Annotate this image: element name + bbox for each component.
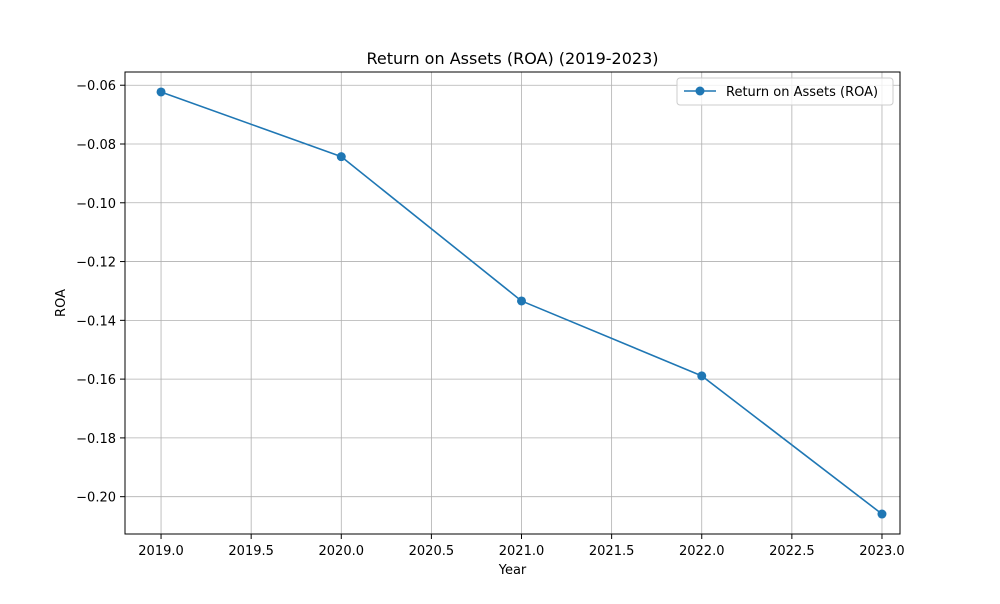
x-tick-label: 2022.5 bbox=[769, 544, 815, 559]
x-tick-label: 2020.0 bbox=[319, 544, 365, 559]
data-point bbox=[336, 152, 346, 162]
x-tick-label: 2022.0 bbox=[679, 544, 725, 559]
y-tick-label: −0.08 bbox=[76, 138, 116, 153]
y-tick-label: −0.18 bbox=[76, 432, 116, 447]
x-tick-label: 2019.0 bbox=[138, 544, 184, 559]
data-point bbox=[156, 87, 166, 97]
y-tick-label: −0.20 bbox=[76, 491, 116, 506]
x-tick-label: 2020.5 bbox=[409, 544, 455, 559]
data-point bbox=[697, 371, 707, 381]
data-point bbox=[877, 509, 887, 519]
chart-title: Return on Assets (ROA) (2019-2023) bbox=[367, 49, 659, 68]
y-tick-label: −0.12 bbox=[76, 256, 116, 271]
plot-frame bbox=[124, 71, 901, 535]
y-tick-label: −0.06 bbox=[76, 79, 116, 94]
legend: Return on Assets (ROA) bbox=[676, 77, 894, 106]
legend-marker-sample bbox=[695, 86, 705, 96]
x-tick-label: 2023.0 bbox=[859, 544, 905, 559]
y-tick-label: −0.10 bbox=[76, 197, 116, 212]
x-axis-label: Year bbox=[498, 563, 527, 578]
series bbox=[156, 87, 887, 519]
axis-ticks: 2019.0 2019.5 2020.0 2020.5 2021.0 2021.5 2022… bbox=[76, 79, 905, 559]
x-tick-label: 2021.5 bbox=[589, 544, 635, 559]
y-tick-label: −0.14 bbox=[76, 314, 116, 329]
y-tick-label: −0.16 bbox=[76, 373, 116, 388]
legend-label: Return on Assets (ROA) bbox=[726, 85, 878, 100]
data-point bbox=[517, 296, 527, 306]
x-tick-label: 2021.0 bbox=[499, 544, 545, 559]
legend-box bbox=[676, 77, 894, 106]
y-axis-label: ROA bbox=[54, 289, 69, 317]
x-tick-label: 2019.5 bbox=[228, 544, 274, 559]
